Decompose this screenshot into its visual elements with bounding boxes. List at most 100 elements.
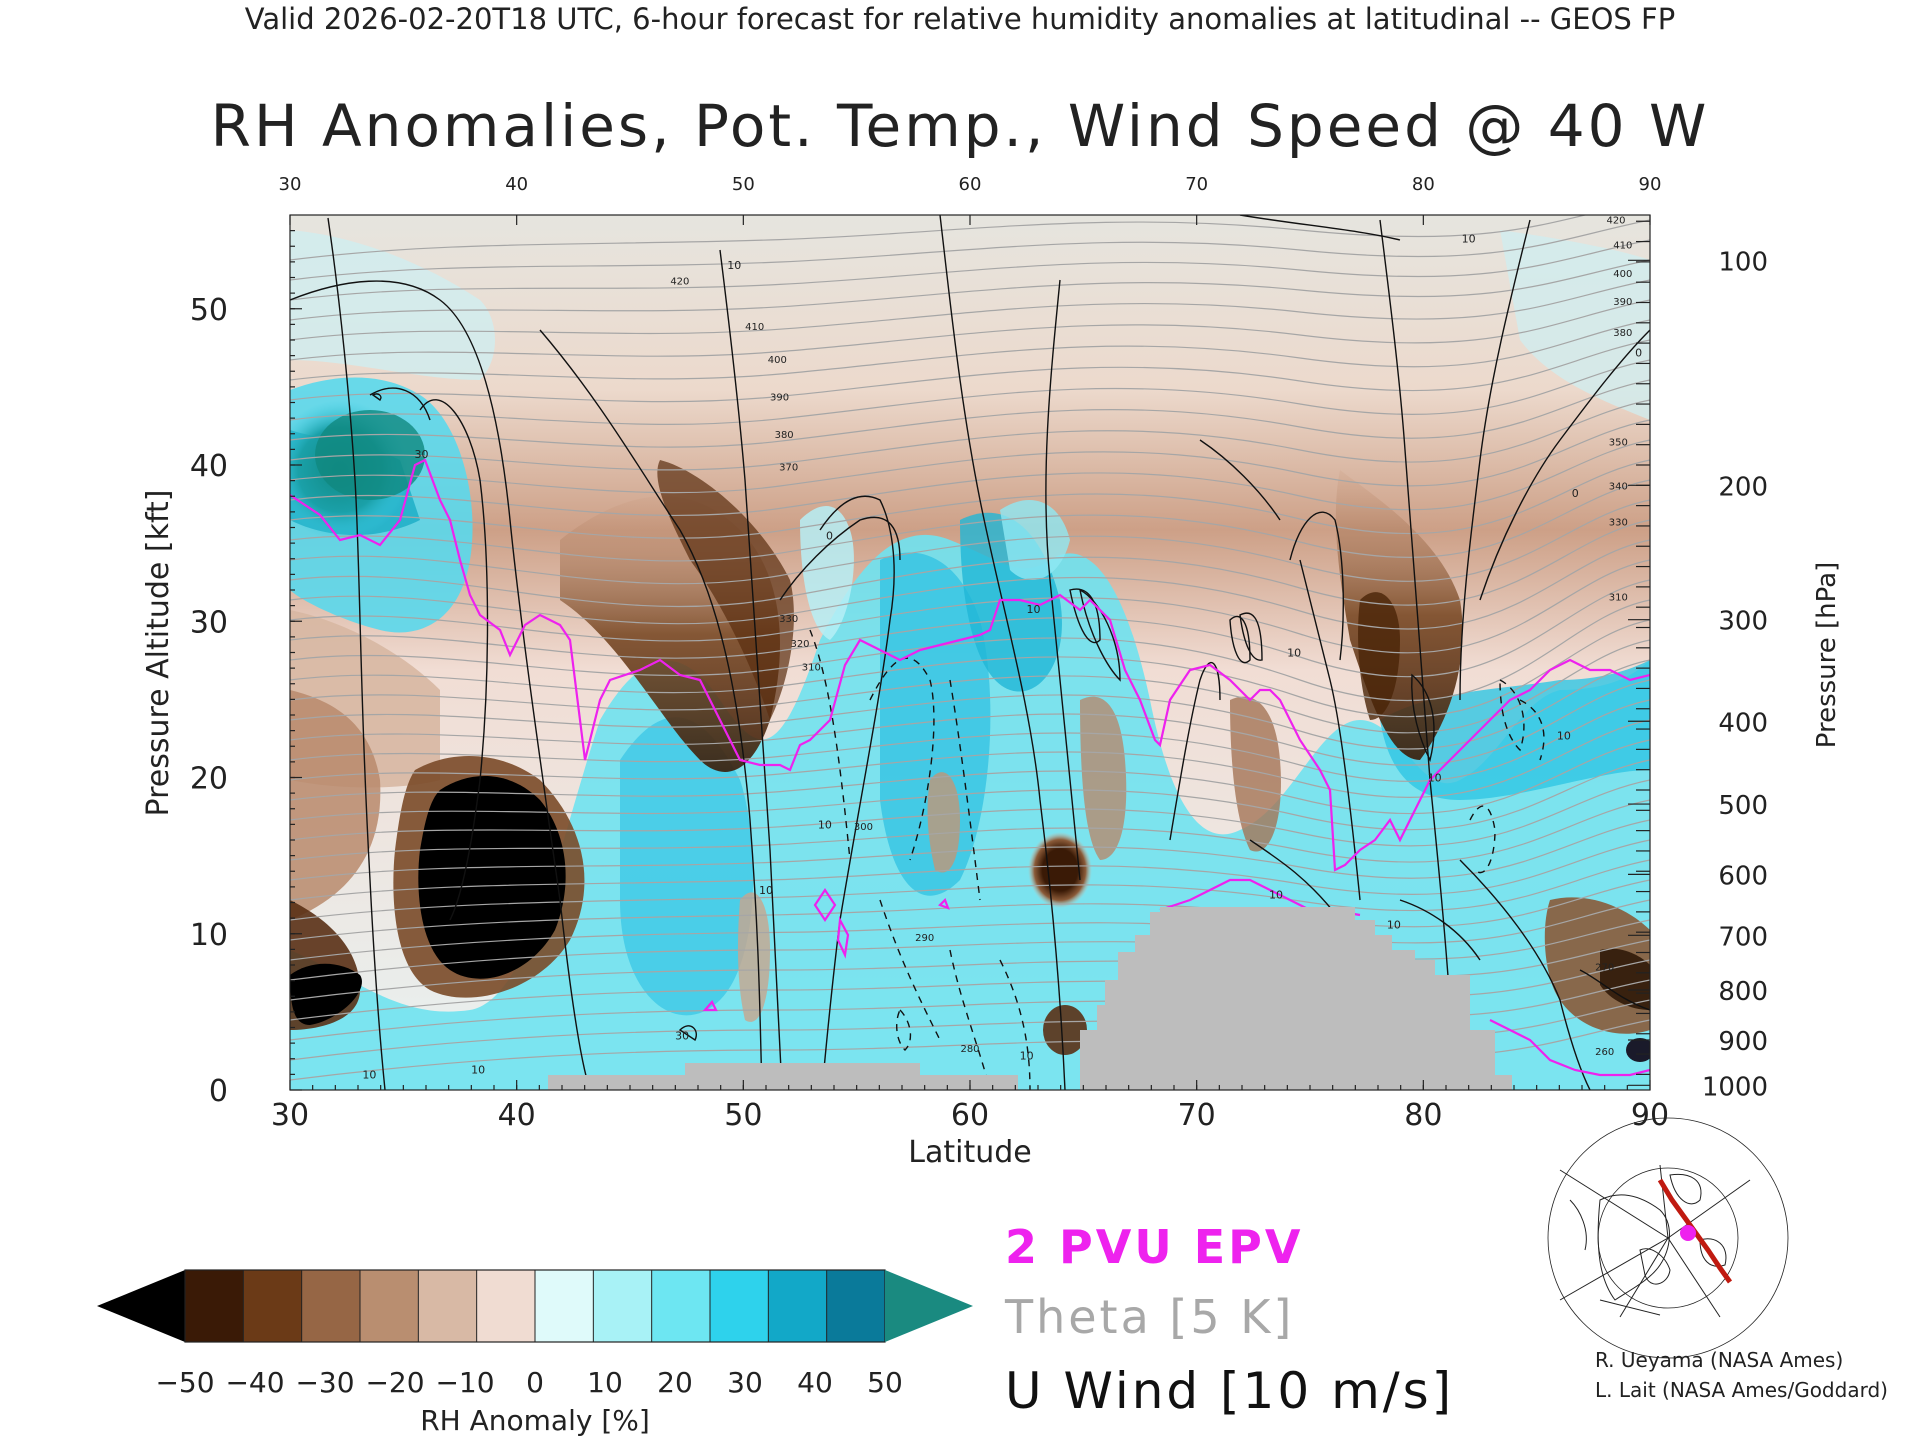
colorbar-cell: [710, 1270, 769, 1342]
legend-epv: 2 PVU EPV: [1005, 1220, 1304, 1274]
wind-contour-label: 10: [818, 818, 832, 831]
pressure-tick-label: 1000: [1702, 1072, 1768, 1102]
theta-contour-label: 300: [854, 822, 873, 833]
x-tick-label: 30: [271, 1098, 309, 1133]
theta-contour: [290, 639, 1650, 734]
wind-contour-label: 10: [1557, 729, 1571, 742]
x-tick-label: 90: [1631, 1098, 1669, 1133]
theta-contour-label: 350: [1609, 438, 1628, 449]
colorbar-tick-label: −20: [365, 1366, 424, 1399]
theta-contour-label: 290: [915, 933, 934, 944]
theta-contour-label: 320: [790, 639, 809, 650]
theta-contour: [290, 299, 1650, 361]
wind-contour-label: 10: [471, 1064, 485, 1077]
x-top-tick-label: 70: [1185, 174, 1208, 195]
x-top-tick-labels: 30 40 50 60 70 80 90: [279, 174, 1662, 195]
x-tick-label: 70: [1178, 1098, 1216, 1133]
colorbar-tick-label: −30: [295, 1366, 354, 1399]
theta-contour: [290, 679, 1650, 766]
u-wind-contours: [290, 215, 1650, 1090]
colorbar-cell: [651, 1270, 711, 1342]
theta-contour: [290, 579, 1650, 678]
wind-contour-label: 10: [1026, 603, 1040, 616]
theta-contour: [290, 259, 1650, 321]
y-tick-label: 50: [190, 293, 228, 328]
x-top-tick-label: 80: [1412, 174, 1435, 195]
colorbar-cell: [185, 1270, 244, 1342]
wind-contour-label: 0: [1635, 347, 1642, 360]
pressure-tick-label: 500: [1718, 791, 1768, 821]
theta-contour: [290, 339, 1650, 403]
theta-contour: [290, 959, 1650, 1021]
wind-contour-label: 10: [362, 1068, 376, 1081]
legend-theta: Theta [5 K]: [1005, 1290, 1295, 1344]
wind-contour-label: 10: [1269, 889, 1283, 902]
y-tick-label: 20: [190, 762, 228, 797]
theta-contour-label: 380: [775, 430, 794, 441]
axis-ticks: [289, 215, 1651, 1091]
x-top-tick-label: 50: [732, 174, 755, 195]
theta-contour-label: 400: [1613, 269, 1632, 280]
colorbar-tick-label: −40: [225, 1366, 284, 1399]
wind-contour-label: 10: [1287, 647, 1301, 660]
x-tick-label: 80: [1404, 1098, 1442, 1133]
theta-contour: [290, 859, 1650, 921]
colorbar-under-arrow: [97, 1270, 185, 1342]
pressure-tick-label: 900: [1718, 1027, 1768, 1057]
colorbar-cell: [243, 1270, 303, 1342]
chart-title: RH Anomalies, Pot. Temp., Wind Speed @ 4…: [210, 92, 1710, 160]
pressure-tick-label: 800: [1718, 977, 1768, 1007]
colorbar-cell: [826, 1270, 886, 1342]
x-tick-label: 40: [498, 1098, 536, 1133]
wind-contour-label: 0: [826, 529, 833, 542]
theta-contour: [290, 1019, 1650, 1081]
pressure-tick-label: 600: [1718, 861, 1768, 891]
theta-contour-label: 370: [779, 463, 798, 474]
theta-contour-label: 260: [1595, 1047, 1614, 1058]
wind-contour-label: 10: [1387, 918, 1401, 931]
theta-contour-label: 380: [1613, 328, 1632, 339]
y-tick-label: 0: [209, 1074, 228, 1109]
theta-contour: [290, 619, 1650, 718]
pressure-tick-labels: 100 200 300 400 500 600 700 800 900 1000: [1702, 247, 1768, 1102]
theta-contour-label: 310: [802, 663, 821, 674]
theta-contour: [290, 899, 1650, 961]
theta-contour: [290, 359, 1650, 425]
theta-contour: [290, 659, 1650, 750]
theta-contour: [290, 219, 1650, 281]
theta-contour: [290, 699, 1650, 782]
colorbar-cell: [360, 1270, 419, 1342]
legend-u-wind: U Wind [10 m/s]: [1005, 1362, 1455, 1420]
theta-contour: [290, 799, 1650, 863]
colorbar-cell: [418, 1270, 478, 1342]
wind-contour-label: 10: [759, 884, 773, 897]
x-top-tick-label: 90: [1639, 174, 1662, 195]
pressure-axis-label: Pressure [hPa]: [1812, 562, 1842, 749]
theta-contour-label: 340: [1609, 481, 1628, 492]
header-text: Valid 2026-02-20T18 UTC, 6-hour forecast…: [244, 2, 1676, 36]
theta-contour: [290, 379, 1650, 448]
x-top-tick-label: 30: [279, 174, 302, 195]
theta-contour-label: 420: [1606, 216, 1625, 227]
colorbar-tick-label: −10: [435, 1366, 494, 1399]
wind-contour-label: 10: [1428, 772, 1442, 785]
theta-contour-label: 270: [1595, 963, 1614, 974]
theta-contour: [290, 819, 1650, 881]
theta-contour: [290, 979, 1650, 1041]
x-top-tick-label: 40: [505, 174, 528, 195]
wind-contour-label: 10: [1020, 1050, 1034, 1063]
theta-contour: [290, 519, 1650, 608]
wind-contour-label: 10: [1462, 232, 1476, 245]
theta-contour: [290, 479, 1650, 562]
y-tick-label: 10: [190, 918, 228, 953]
x-tick-labels: 30 40 50 60 70 80 90: [271, 1098, 1669, 1133]
theta-contour: [290, 539, 1650, 630]
x-axis-label: Latitude: [908, 1135, 1031, 1170]
theta-contour: [290, 419, 1650, 494]
y-tick-labels: 0 10 20 30 40 50: [190, 293, 228, 1109]
theta-contour-label: 410: [745, 322, 764, 333]
rh-colorbar: −50 −40 −30 −20 −10 0 10 20 30 40 50: [97, 1269, 973, 1399]
theta-contour-label: 280: [960, 1044, 979, 1055]
pressure-tick-label: 300: [1718, 607, 1768, 637]
